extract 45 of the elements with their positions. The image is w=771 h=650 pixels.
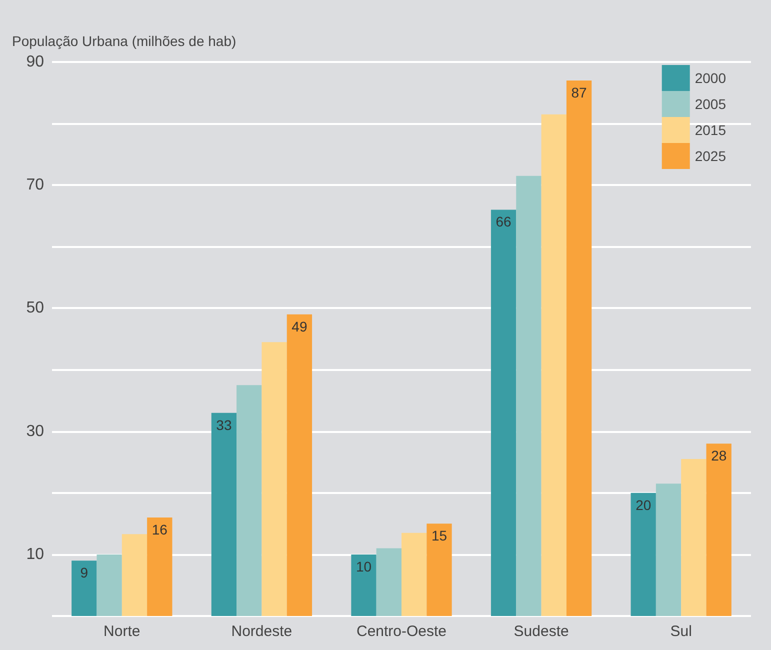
x-tick-label: Centro-Oeste — [356, 623, 447, 640]
bar — [262, 342, 287, 616]
x-tick-label: Sudeste — [514, 623, 569, 640]
y-tick-label: 30 — [26, 422, 44, 440]
data-label: 33 — [216, 416, 232, 433]
bar — [426, 524, 452, 616]
bar — [72, 560, 97, 616]
data-label: 10 — [356, 558, 372, 574]
bar — [541, 114, 566, 616]
data-label: 16 — [152, 522, 168, 538]
bar — [236, 385, 262, 616]
data-label: 87 — [571, 84, 588, 100]
y-tick-label: 70 — [26, 176, 44, 194]
y-tick-label: 90 — [26, 54, 44, 70]
bar — [351, 554, 376, 616]
data-label: 20 — [636, 496, 652, 513]
y-tick-label: 10 — [26, 546, 44, 563]
legend-label: 2005 — [694, 96, 726, 112]
data-label: 28 — [711, 448, 727, 464]
bar — [402, 532, 427, 616]
bar — [656, 484, 682, 616]
data-label: 49 — [292, 318, 308, 334]
bar — [566, 80, 592, 616]
bar — [122, 534, 148, 616]
legend-label: 2015 — [694, 122, 726, 138]
bar — [147, 518, 172, 616]
data-label: 9 — [80, 564, 88, 581]
x-tick-label: Nordeste — [231, 623, 292, 640]
bar — [490, 210, 516, 616]
bar — [516, 176, 542, 616]
data-label: 66 — [496, 214, 512, 230]
bar — [706, 444, 732, 616]
x-tick-label: Sul — [670, 623, 692, 640]
bar — [681, 459, 706, 616]
bar — [96, 554, 122, 616]
legend-label: 2000 — [694, 70, 726, 86]
data-label: 15 — [431, 528, 448, 544]
bar — [630, 492, 656, 616]
y-tick-label: 50 — [26, 300, 44, 317]
bar — [376, 548, 402, 616]
bar — [211, 412, 237, 616]
legend-label: 2025 — [694, 148, 726, 164]
bar — [286, 314, 312, 616]
x-tick-label: Norte — [104, 623, 140, 640]
y-axis-title: População Urbana (milhões de hab) — [12, 33, 236, 49]
